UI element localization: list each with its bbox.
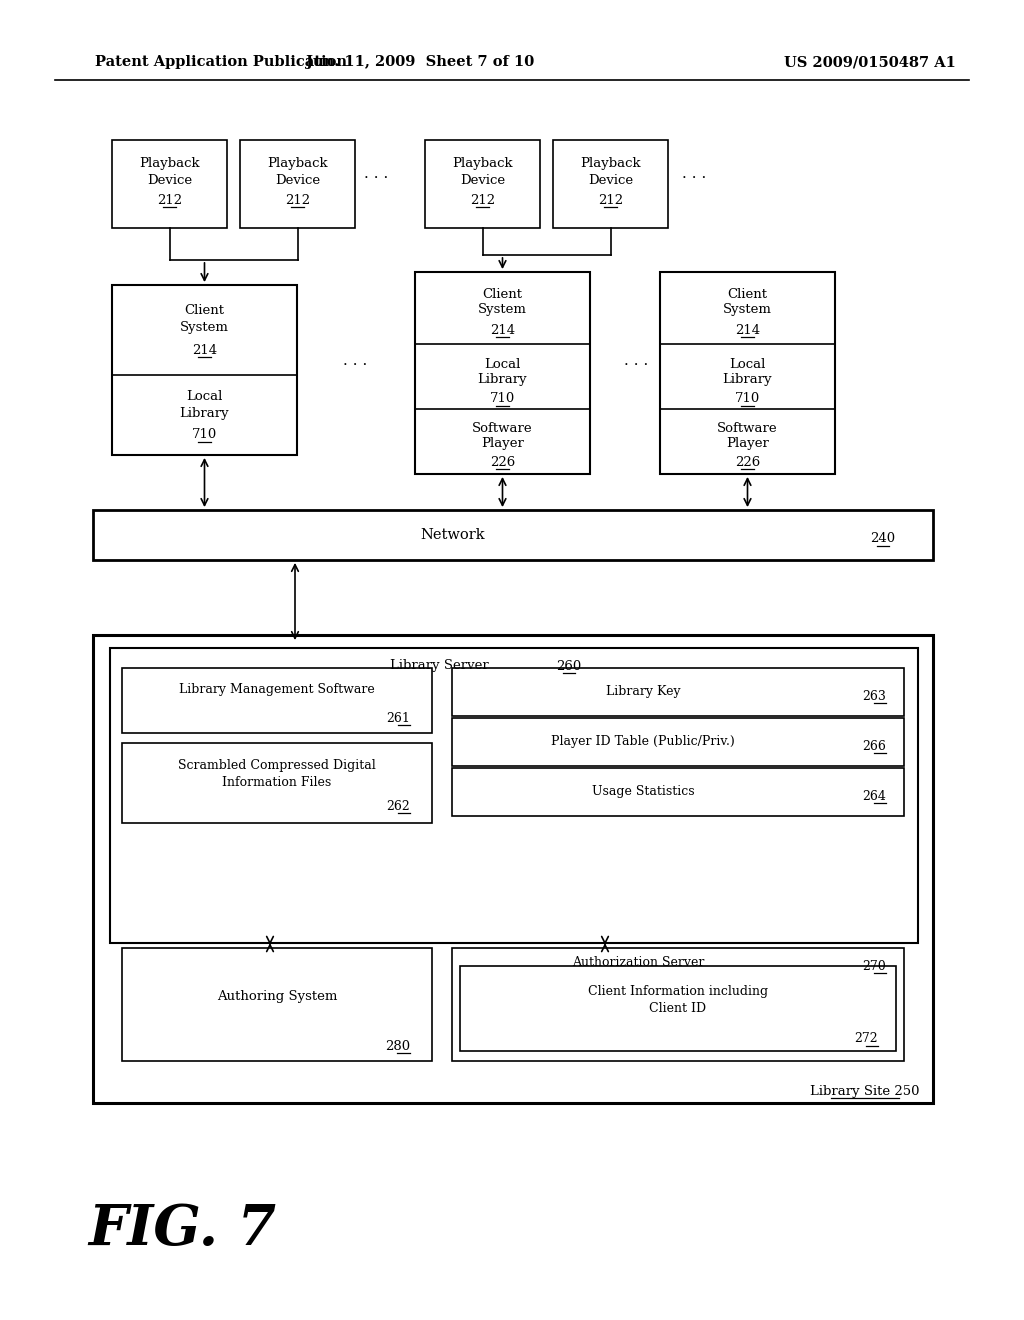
Text: FIG. 7: FIG. 7 — [88, 1203, 276, 1258]
Text: Authorization Server: Authorization Server — [571, 956, 705, 969]
Text: 710: 710 — [735, 392, 760, 405]
Text: Client: Client — [482, 288, 522, 301]
Text: 214: 214 — [191, 343, 217, 356]
Bar — [240, 140, 355, 228]
Text: 214: 214 — [489, 323, 515, 337]
Text: System: System — [180, 321, 229, 334]
Bar — [122, 668, 432, 733]
Text: Usage Statistics: Usage Statistics — [592, 785, 694, 799]
Bar — [553, 140, 668, 228]
Text: Library: Library — [723, 374, 772, 387]
Bar — [460, 966, 896, 1051]
Text: System: System — [723, 304, 772, 317]
Text: 214: 214 — [735, 323, 760, 337]
Text: Library Key: Library Key — [605, 685, 680, 698]
Text: Software: Software — [472, 421, 532, 434]
Text: 266: 266 — [862, 739, 886, 752]
Text: Playback: Playback — [267, 157, 328, 170]
Text: 240: 240 — [870, 532, 896, 545]
Text: Local: Local — [186, 391, 222, 404]
Text: 270: 270 — [862, 960, 886, 973]
Bar — [415, 272, 590, 474]
Text: Network: Network — [421, 528, 485, 543]
Text: Local: Local — [729, 358, 766, 371]
Text: Library: Library — [477, 374, 527, 387]
Text: Information Files: Information Files — [222, 776, 332, 789]
Text: 226: 226 — [489, 455, 515, 469]
Text: Library Management Software: Library Management Software — [179, 684, 375, 697]
Text: · · ·: · · · — [364, 172, 388, 185]
Text: Client: Client — [727, 288, 768, 301]
Text: Patent Application Publication: Patent Application Publication — [95, 55, 347, 69]
Text: Library Site 250: Library Site 250 — [810, 1085, 920, 1097]
Text: 280: 280 — [385, 1040, 410, 1052]
Bar — [452, 668, 904, 715]
Text: Playback: Playback — [139, 157, 200, 170]
Text: Client ID: Client ID — [649, 1002, 707, 1015]
Bar — [110, 648, 918, 942]
Text: Playback: Playback — [453, 157, 513, 170]
Text: 263: 263 — [862, 689, 886, 702]
Text: Playback: Playback — [581, 157, 641, 170]
Text: 226: 226 — [735, 455, 760, 469]
Text: Software: Software — [717, 421, 778, 434]
Text: · · ·: · · · — [343, 358, 368, 372]
Text: Authoring System: Authoring System — [217, 990, 337, 1003]
Bar — [122, 948, 432, 1061]
Text: Client Information including: Client Information including — [588, 985, 768, 998]
Text: 260: 260 — [556, 660, 582, 672]
Bar — [452, 768, 904, 816]
Text: 710: 710 — [191, 429, 217, 441]
Bar — [452, 948, 904, 1061]
Text: Jun. 11, 2009  Sheet 7 of 10: Jun. 11, 2009 Sheet 7 of 10 — [306, 55, 535, 69]
Text: Client: Client — [184, 305, 224, 318]
Text: · · ·: · · · — [682, 172, 707, 185]
Bar — [425, 140, 540, 228]
Text: System: System — [478, 304, 527, 317]
Bar — [122, 743, 432, 822]
Bar — [112, 285, 297, 455]
Text: Device: Device — [146, 173, 193, 186]
Bar — [452, 718, 904, 766]
Text: US 2009/0150487 A1: US 2009/0150487 A1 — [784, 55, 956, 69]
Text: 264: 264 — [862, 789, 886, 803]
Text: Library: Library — [179, 407, 229, 420]
Text: 212: 212 — [470, 194, 495, 206]
Text: Device: Device — [460, 173, 505, 186]
Text: 262: 262 — [386, 800, 410, 813]
Text: Device: Device — [274, 173, 321, 186]
Bar — [112, 140, 227, 228]
Text: Scrambled Compressed Digital: Scrambled Compressed Digital — [178, 759, 376, 771]
Text: · · ·: · · · — [624, 358, 648, 372]
Text: 212: 212 — [157, 194, 182, 206]
Text: 261: 261 — [386, 711, 410, 725]
Text: 212: 212 — [285, 194, 310, 206]
Text: Player ID Table (Public/Priv.): Player ID Table (Public/Priv.) — [551, 735, 735, 748]
Bar — [660, 272, 835, 474]
Text: Library Server: Library Server — [389, 660, 488, 672]
Text: 710: 710 — [489, 392, 515, 405]
Text: 212: 212 — [598, 194, 623, 206]
Text: Player: Player — [726, 437, 769, 450]
Text: Player: Player — [481, 437, 524, 450]
Text: Local: Local — [484, 358, 520, 371]
Bar — [93, 510, 933, 560]
Text: 272: 272 — [854, 1032, 878, 1045]
Bar — [93, 635, 933, 1104]
Text: Device: Device — [588, 173, 633, 186]
